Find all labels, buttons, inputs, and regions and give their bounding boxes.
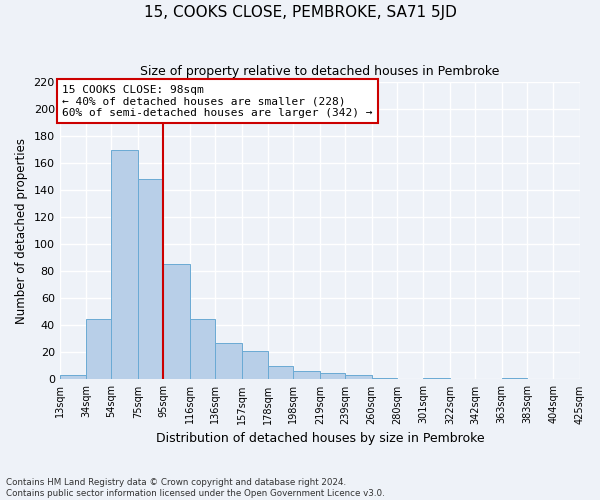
Bar — [190, 318, 215, 380]
X-axis label: Distribution of detached houses by size in Pembroke: Distribution of detached houses by size … — [155, 432, 484, 445]
Text: 15, COOKS CLOSE, PEMBROKE, SA71 5JD: 15, COOKS CLOSE, PEMBROKE, SA71 5JD — [143, 5, 457, 20]
Bar — [293, 372, 320, 380]
Bar — [371, 378, 397, 380]
Bar — [242, 351, 268, 380]
Bar — [320, 372, 345, 380]
Bar — [138, 180, 163, 380]
Bar — [268, 366, 293, 380]
Title: Size of property relative to detached houses in Pembroke: Size of property relative to detached ho… — [140, 65, 500, 78]
Bar — [59, 376, 86, 380]
Y-axis label: Number of detached properties: Number of detached properties — [15, 138, 28, 324]
Bar — [345, 376, 371, 380]
Bar — [163, 264, 190, 380]
Text: Contains HM Land Registry data © Crown copyright and database right 2024.
Contai: Contains HM Land Registry data © Crown c… — [6, 478, 385, 498]
Bar — [112, 150, 138, 380]
Bar — [86, 318, 112, 380]
Bar — [502, 378, 527, 380]
Text: 15 COOKS CLOSE: 98sqm
← 40% of detached houses are smaller (228)
60% of semi-det: 15 COOKS CLOSE: 98sqm ← 40% of detached … — [62, 84, 373, 118]
Bar — [215, 343, 242, 380]
Bar — [424, 378, 450, 380]
